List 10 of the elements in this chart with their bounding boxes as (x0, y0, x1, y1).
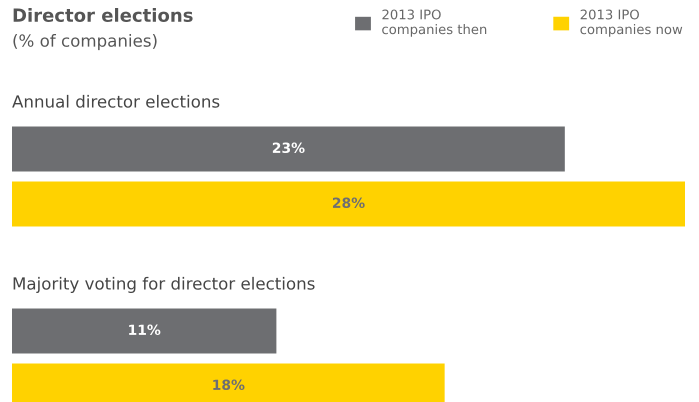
y-tick-label: Majority voting for director elections (14, 276, 315, 293)
data-label: 11% (129, 324, 160, 336)
legend-label: 2013 IPO companies then (382, 9, 486, 37)
data-label: 23% (272, 142, 305, 154)
data-label: 28% (332, 198, 365, 208)
chart-title: Director elections (14, 8, 193, 22)
y-tick-label: Annual director elections (12, 94, 220, 108)
data-label: 18% (213, 380, 244, 390)
legend-label: 2013 IPO companies now (580, 9, 682, 37)
chart-subtitle: (% of companies) (13, 34, 157, 50)
